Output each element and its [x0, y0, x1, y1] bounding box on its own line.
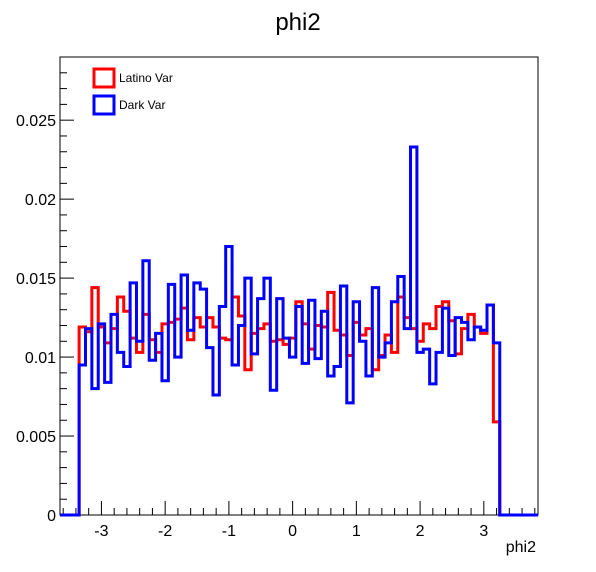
y-tick-label: 0.01 — [25, 350, 56, 367]
x-axis-label: phi2 — [506, 539, 536, 556]
plot-frame — [59, 56, 539, 516]
x-tick-label: -3 — [94, 523, 108, 540]
legend-label-latino-var: Latino Var — [119, 71, 173, 85]
histogram-line-dark-var — [60, 145, 538, 517]
chart-title: phi2 — [275, 9, 320, 36]
x-tick-label: -2 — [158, 523, 172, 540]
y-tick-label: 0.02 — [25, 192, 56, 209]
legend: Latino Var Dark Var — [92, 67, 173, 116]
x-tick-label: -1 — [222, 523, 236, 540]
y-tick-label: 0.025 — [16, 113, 56, 130]
legend-marker-dark-var — [92, 94, 116, 116]
y-tick-label: 0.005 — [16, 429, 56, 446]
x-axis: -3 -2 -1 0 1 2 3 — [62, 501, 536, 540]
legend-marker-latino-var — [92, 67, 116, 89]
histogram-series — [60, 145, 538, 517]
x-tick-label: 2 — [416, 523, 425, 540]
y-tick-label: 0.015 — [16, 271, 56, 288]
x-tick-label: 1 — [352, 523, 361, 540]
y-tick-label: 0 — [47, 508, 56, 525]
x-tick-label: 0 — [288, 523, 297, 540]
y-axis: 0 0.005 0.01 0.015 0.02 0.025 — [16, 56, 74, 525]
legend-label-dark-var: Dark Var — [119, 98, 165, 112]
x-tick-label: 3 — [479, 523, 488, 540]
